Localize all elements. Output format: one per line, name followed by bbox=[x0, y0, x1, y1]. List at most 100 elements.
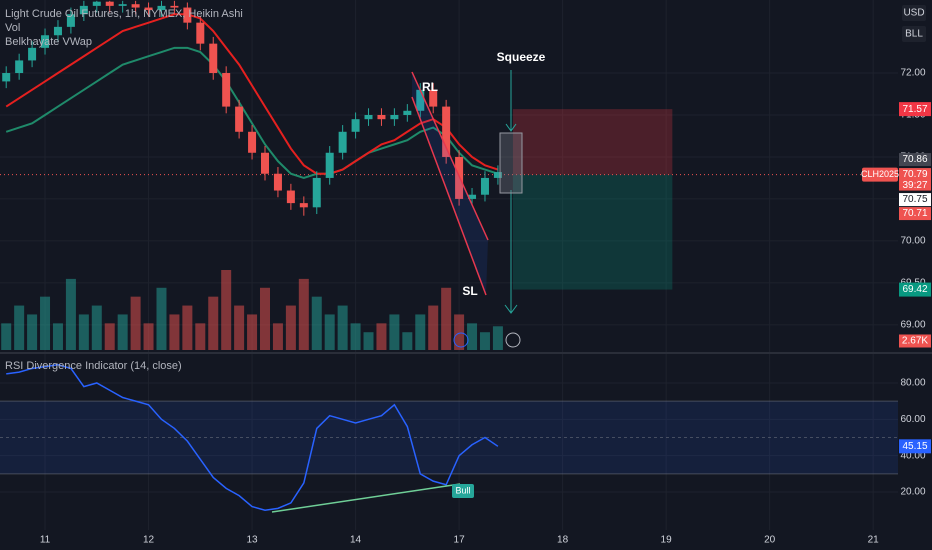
candle-body bbox=[416, 89, 425, 111]
candle-body bbox=[157, 5, 166, 11]
candle-body bbox=[209, 43, 218, 74]
x-tick-label: 11 bbox=[40, 535, 51, 546]
volume-bar bbox=[247, 314, 258, 350]
drawings bbox=[271, 70, 523, 513]
candle-body bbox=[66, 14, 75, 27]
volume-bar bbox=[324, 314, 335, 350]
volume-bar bbox=[298, 278, 309, 350]
candle-body bbox=[286, 190, 295, 204]
chart-title: Light Crude Oil Futures, 1h, NYMEX, Heik… bbox=[5, 8, 243, 20]
volume-bar bbox=[479, 332, 490, 350]
candle-body bbox=[325, 152, 334, 178]
price-label-box bbox=[899, 207, 931, 221]
candle-body bbox=[312, 177, 321, 208]
unit-box bbox=[902, 26, 926, 42]
candle-body bbox=[92, 1, 101, 6]
symbol-label: CLH2025 bbox=[861, 169, 899, 179]
volume-bar bbox=[311, 296, 322, 350]
candle-layer bbox=[2, 0, 502, 216]
last-price-label: 70.79 bbox=[902, 169, 927, 180]
x-tick-label: 14 bbox=[350, 535, 362, 546]
volume-label-box bbox=[899, 334, 931, 348]
candle-body bbox=[2, 73, 11, 82]
candle-body bbox=[248, 131, 257, 153]
x-tick-label: 17 bbox=[454, 535, 466, 546]
currency: USD bbox=[903, 8, 924, 19]
stop-label-box bbox=[899, 102, 931, 117]
vwap-line bbox=[5, 46, 499, 179]
grid bbox=[0, 0, 898, 530]
ma-line bbox=[5, 13, 499, 175]
candle-body bbox=[403, 110, 412, 115]
y-tick-label: 70.00 bbox=[900, 236, 925, 247]
event-icon bbox=[453, 332, 469, 348]
position-tool bbox=[0, 109, 898, 290]
channel-line bbox=[411, 96, 487, 296]
y-tick-label: 40.00 bbox=[900, 450, 925, 461]
candle-body bbox=[118, 4, 127, 6]
candle-body bbox=[273, 173, 282, 191]
indicator-label: Belkhayate VWap bbox=[5, 36, 92, 48]
price-label: 70.75 bbox=[902, 194, 927, 205]
x-tick-label: 19 bbox=[661, 535, 673, 546]
x-tick-label: 12 bbox=[143, 535, 155, 546]
candle-body bbox=[455, 156, 464, 199]
candle-body bbox=[131, 4, 140, 8]
candle-body bbox=[183, 7, 192, 23]
countdown-label-box bbox=[899, 180, 931, 191]
candle-body bbox=[105, 1, 114, 6]
candle-body bbox=[480, 177, 489, 195]
volume-bar bbox=[350, 323, 361, 350]
volume-bar bbox=[195, 323, 206, 350]
x-tick-label: 21 bbox=[868, 535, 880, 546]
volume-label: 2.67K bbox=[902, 336, 928, 347]
volume-bar bbox=[467, 323, 478, 350]
volume-bar bbox=[428, 305, 439, 350]
rsi-band bbox=[0, 401, 898, 474]
volume-bar bbox=[40, 296, 51, 350]
price-label-box bbox=[899, 153, 931, 167]
volume-bar bbox=[389, 314, 400, 350]
arrow-head bbox=[504, 304, 518, 314]
price-axis bbox=[898, 0, 932, 550]
indicator-label: Vol bbox=[5, 22, 20, 34]
volume-bar bbox=[52, 323, 63, 350]
volume-bar bbox=[14, 305, 25, 350]
volume-bar bbox=[156, 287, 167, 350]
time-axis bbox=[0, 530, 932, 550]
x-tick-label: 18 bbox=[557, 535, 569, 546]
target-label-box bbox=[899, 282, 931, 297]
annotation: RL bbox=[422, 80, 438, 94]
x-tick-label: 20 bbox=[764, 535, 776, 546]
y-tick-label: 20.00 bbox=[900, 487, 925, 498]
candle-body bbox=[429, 89, 438, 107]
candle-body bbox=[170, 5, 179, 8]
x-tick-label: 13 bbox=[246, 535, 258, 546]
event-icon bbox=[505, 332, 521, 348]
candle-body bbox=[15, 60, 24, 74]
annotation: Bull bbox=[455, 485, 470, 495]
volume-bar bbox=[143, 323, 154, 350]
annotation: Squeeze bbox=[497, 50, 546, 64]
volume-bar bbox=[91, 305, 102, 350]
candle-body bbox=[79, 5, 88, 15]
volume-bar bbox=[234, 305, 245, 350]
unit: BLL bbox=[905, 29, 923, 40]
volume-bar bbox=[221, 270, 232, 350]
price-label-box bbox=[899, 193, 931, 207]
candle-body bbox=[364, 114, 373, 120]
target-zone bbox=[512, 174, 673, 290]
line-layer bbox=[5, 13, 499, 511]
volume-bar bbox=[492, 326, 503, 350]
bull-tag bbox=[452, 484, 474, 498]
candle-body bbox=[144, 7, 153, 11]
volume-bar bbox=[130, 296, 141, 350]
price-label: 70.71 bbox=[902, 208, 927, 219]
last-price-label-box bbox=[899, 168, 931, 182]
volume-bar bbox=[27, 314, 38, 350]
volume-bar bbox=[402, 332, 413, 350]
candle-body bbox=[468, 194, 477, 199]
squeeze-box bbox=[499, 132, 523, 194]
candle-body bbox=[261, 152, 270, 174]
